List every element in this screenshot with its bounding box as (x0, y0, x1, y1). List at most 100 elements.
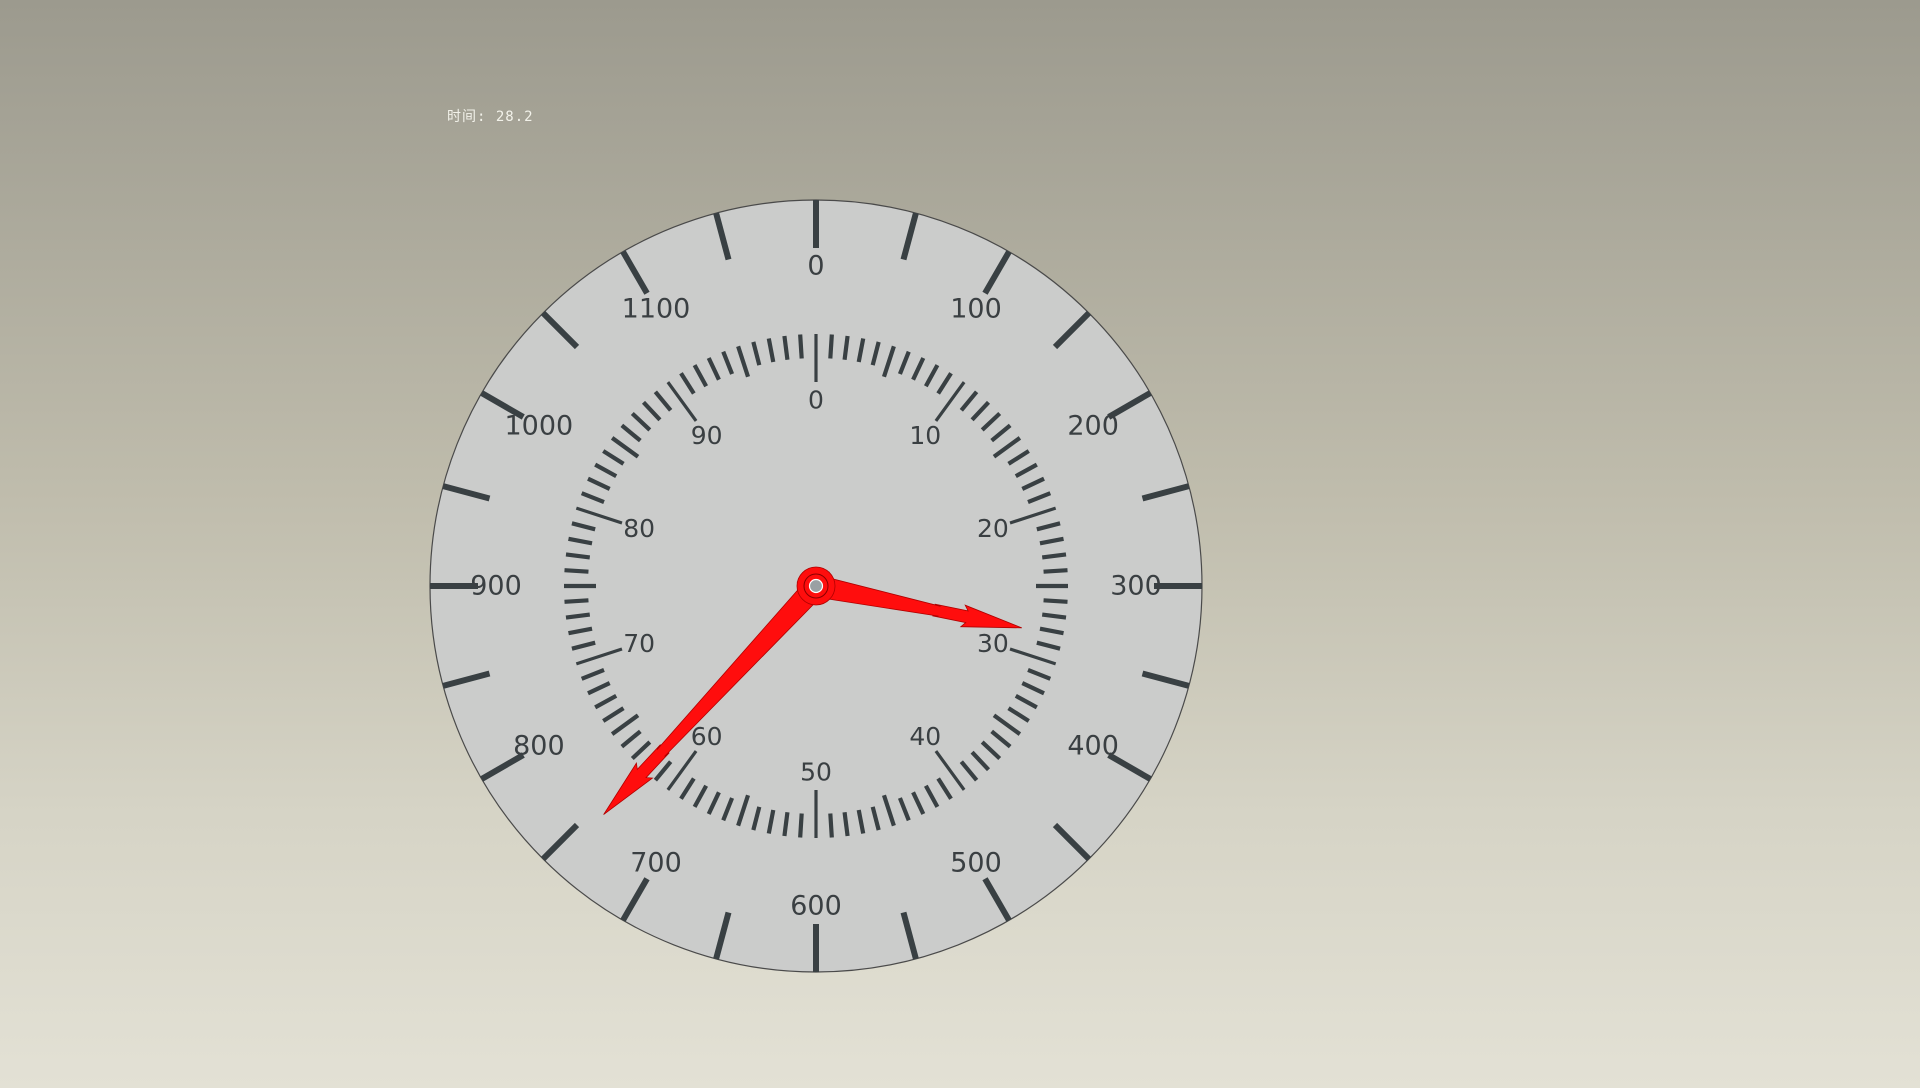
inner-scale-ticks (564, 334, 1068, 838)
inner-tick (706, 791, 721, 815)
outer-scale-label: 100 (950, 293, 1002, 324)
outer-scale-ticks (430, 200, 1202, 972)
inner-tick (959, 390, 979, 412)
inner-tick (1007, 449, 1030, 466)
inner-tick (1009, 506, 1057, 525)
inner-scale-label: 10 (909, 421, 941, 450)
inner-scale-label: 20 (977, 514, 1009, 543)
inner-tick (856, 338, 866, 363)
outer-tick (1052, 310, 1092, 350)
inner-tick (1036, 521, 1061, 532)
inner-tick (587, 681, 611, 696)
outer-tick (713, 911, 732, 960)
inner-tick (856, 809, 866, 834)
outer-tick (620, 250, 650, 295)
inner-scale-label: 40 (909, 722, 941, 751)
inner-tick (736, 794, 751, 827)
outer-tick (982, 250, 1012, 295)
outer-tick (442, 670, 491, 689)
outer-scale-label: 200 (1067, 411, 1119, 442)
inner-tick (641, 400, 662, 422)
inner-tick (653, 390, 673, 412)
inner-tick (881, 794, 896, 827)
outer-tick (1141, 483, 1190, 502)
inner-tick (911, 791, 926, 815)
inner-tick (1021, 681, 1045, 696)
inner-tick (653, 760, 673, 782)
inner-tick (1036, 640, 1061, 651)
outer-tick (1107, 752, 1152, 782)
inner-tick (580, 491, 605, 505)
inner-scale-label: 50 (800, 758, 832, 787)
inner-tick (897, 797, 911, 822)
outer-tick (1052, 822, 1092, 862)
outer-tick (1107, 390, 1152, 420)
inner-tick (990, 423, 1012, 443)
outer-tick (1141, 670, 1190, 689)
inner-scale-label: 90 (691, 421, 723, 450)
outer-scale-label: 1000 (505, 411, 574, 442)
outer-tick (540, 822, 580, 862)
inner-scale-label: 60 (691, 722, 723, 751)
inner-tick (782, 335, 790, 361)
outer-tick (620, 877, 650, 922)
outer-scale-label: 500 (950, 848, 1002, 879)
inner-tick (992, 713, 1022, 736)
inner-tick (828, 813, 834, 838)
dial-hands (603, 566, 1022, 815)
inner-tick (936, 777, 953, 800)
inner-tick (911, 357, 926, 381)
inner-tick (897, 350, 911, 375)
hub-ring (803, 573, 829, 599)
outer-tick (900, 212, 919, 261)
outer-tick (900, 911, 919, 960)
inner-tick (1043, 598, 1068, 604)
inner-tick (721, 350, 735, 375)
inner-tick (1041, 612, 1067, 620)
inner-tick (1027, 491, 1052, 505)
inner-tick (594, 693, 618, 710)
inner-tick (751, 341, 762, 366)
inner-tick (1039, 626, 1064, 636)
inner-tick (666, 381, 698, 422)
inner-tick (565, 612, 591, 620)
inner-tick (959, 760, 979, 782)
inner-tick (571, 640, 596, 651)
inner-tick (568, 536, 593, 546)
outer-tick (713, 212, 732, 261)
inner-tick (766, 338, 776, 363)
inner-tick (980, 411, 1002, 432)
inner-tick (980, 740, 1002, 761)
inner-tick (1014, 693, 1038, 710)
inner-tick (587, 476, 611, 491)
inner-tick (666, 750, 698, 791)
inner-tick (679, 777, 696, 800)
outer-tick (982, 877, 1012, 922)
inner-tick (610, 436, 640, 459)
inner-tick (1041, 552, 1067, 560)
outer-tick (480, 752, 525, 782)
inner-scale-label: 0 (808, 386, 824, 415)
inner-tick (842, 335, 850, 361)
inner-tick (798, 334, 804, 359)
outer-scale-label: 800 (513, 731, 565, 762)
outer-scale-label: 700 (630, 848, 682, 879)
inner-tick (610, 713, 640, 736)
inner-tick (1039, 536, 1064, 546)
inner-tick (870, 806, 881, 831)
inner-tick (1009, 647, 1057, 666)
inner-tick (706, 357, 721, 381)
outer-scale-label: 600 (790, 891, 842, 922)
inner-tick (571, 521, 596, 532)
inner-tick (575, 647, 623, 666)
inner-scale-labels: 0 10 20 30 40 50 60 70 80 90 (623, 386, 1009, 787)
outer-tick (480, 390, 525, 420)
time-label: 时间: (447, 109, 487, 125)
inner-tick (798, 813, 804, 838)
time-readout: 时间: 28.2 (447, 106, 534, 126)
inner-tick (1027, 667, 1052, 681)
inner-tick (594, 462, 618, 479)
inner-tick (1043, 568, 1068, 574)
inner-tick (970, 400, 991, 422)
